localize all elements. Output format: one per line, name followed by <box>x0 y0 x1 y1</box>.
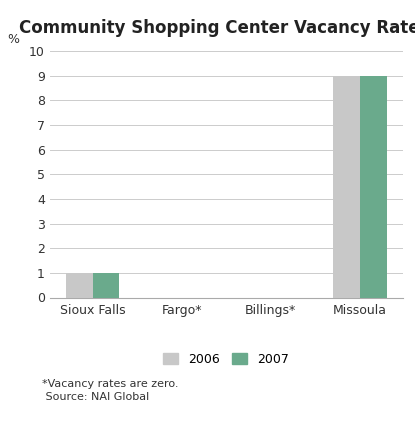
Bar <box>360 76 386 298</box>
Text: *Vacancy rates are zero.: *Vacancy rates are zero. <box>42 379 178 389</box>
Bar <box>66 273 93 298</box>
Text: Community Shopping Center Vacancy Rates: Community Shopping Center Vacancy Rates <box>19 19 415 37</box>
Text: Source: NAI Global: Source: NAI Global <box>42 391 149 402</box>
Bar <box>333 76 360 298</box>
Bar <box>93 273 119 298</box>
Legend: 2006, 2007: 2006, 2007 <box>163 353 289 366</box>
Text: %: % <box>7 33 20 46</box>
